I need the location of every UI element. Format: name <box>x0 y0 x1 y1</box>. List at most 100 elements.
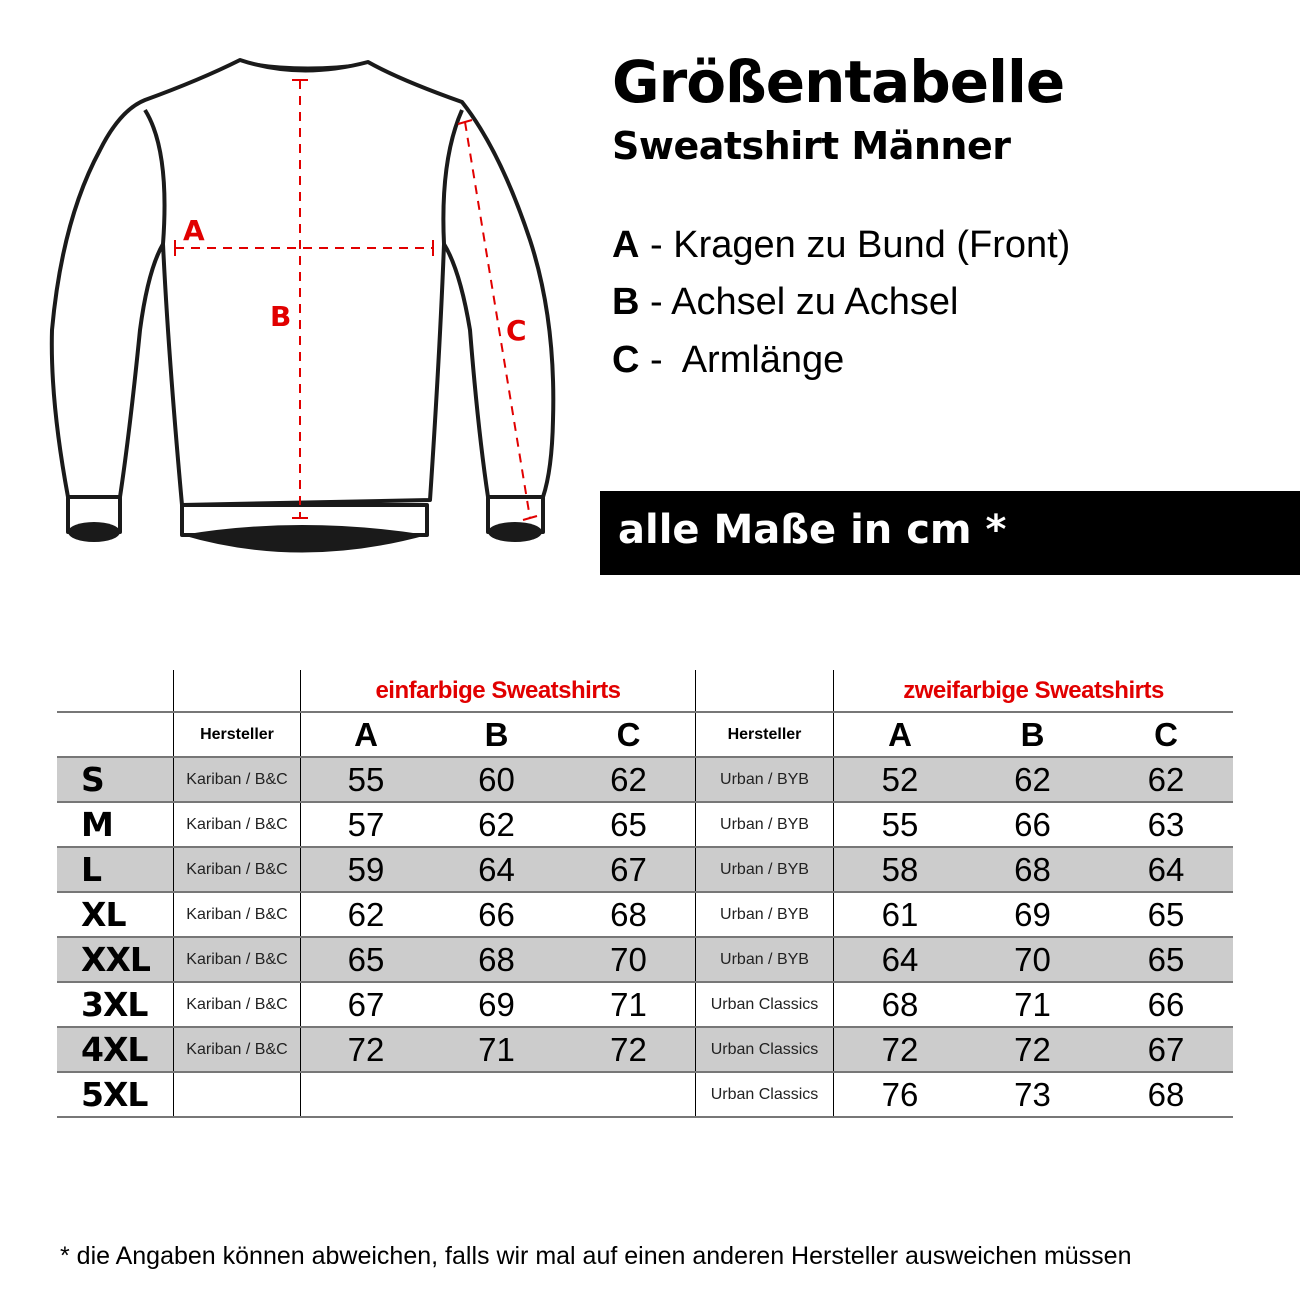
maker-cell: Kariban / B&C <box>173 983 300 1026</box>
value-b-cell: 68 <box>1014 850 1051 888</box>
value-a-cell: 61 <box>833 893 966 936</box>
table-row: 4XL Kariban / B&C 72 71 72 Urban Classics 72 72… <box>57 1028 1233 1073</box>
column-header-c: C <box>1154 715 1178 753</box>
value-a-cell: 67 <box>300 983 431 1026</box>
maker-cell: Urban / BYB <box>695 803 833 846</box>
value-a-cell: 58 <box>833 848 966 891</box>
value-b-cell: 69 <box>1014 895 1051 933</box>
maker-cell: Kariban / B&C <box>173 938 300 981</box>
label-c: C <box>506 314 527 347</box>
value-b-cell: 73 <box>1014 1075 1051 1113</box>
sweatshirt-outline <box>49 58 556 537</box>
value-c-cell: 64 <box>1147 850 1185 888</box>
legend-item-a: A - Kragen zu Bund (Front) <box>612 224 1071 266</box>
maker-cell: Urban Classics <box>695 1073 833 1116</box>
value-a-cell: 55 <box>300 758 431 801</box>
size-cell: M <box>81 805 114 844</box>
collar-shape <box>240 60 368 71</box>
units-banner: alle Maße in cm * <box>600 491 1300 575</box>
maker-cell: Urban / BYB <box>695 758 833 801</box>
maker-header: Hersteller <box>173 713 300 756</box>
value-b-cell: 66 <box>478 895 515 933</box>
measure-line-sleeve <box>464 121 531 519</box>
page-title: Größentabelle <box>612 48 1065 116</box>
table-row: 5XL Urban Classics 76 73 68 <box>57 1073 1233 1118</box>
value-c-cell <box>562 1073 695 1116</box>
table-row: XL Kariban / B&C 62 66 68 Urban / BYB 61 69 65 <box>57 893 1233 938</box>
column-header-a: A <box>300 713 431 756</box>
value-a-cell: 64 <box>833 938 966 981</box>
table-body: S Kariban / B&C 55 60 62 Urban / BYB 52 62 62 M Ka… <box>57 758 1233 1118</box>
value-b-cell: 62 <box>1014 760 1051 798</box>
value-c-cell: 72 <box>610 1030 647 1068</box>
column-header-b: B <box>484 715 509 753</box>
value-a-cell <box>300 1073 431 1116</box>
value-a-cell: 68 <box>833 983 966 1026</box>
maker-cell: Urban / BYB <box>695 938 833 981</box>
size-cell: XXL <box>81 940 151 979</box>
group-header-single: einfarbige Sweatshirts <box>300 670 695 711</box>
size-cell: XL <box>81 895 126 934</box>
label-b: B <box>270 300 291 333</box>
maker-cell: Kariban / B&C <box>173 848 300 891</box>
table-row: L Kariban / B&C 59 64 67 Urban / BYB 58 68 64 <box>57 848 1233 893</box>
value-c-cell: 66 <box>1147 985 1185 1023</box>
value-b-cell: 70 <box>1014 940 1051 978</box>
legend-text: Kragen zu Bund (Front) <box>673 224 1071 266</box>
legend-key: B <box>612 281 640 323</box>
value-a-cell: 76 <box>833 1073 966 1116</box>
table-group-header: einfarbige Sweatshirts zweifarbige Sweat… <box>57 670 1233 713</box>
value-c-cell: 67 <box>610 850 647 888</box>
legend-item-c: C - Armlänge <box>612 339 845 381</box>
table-row: S Kariban / B&C 55 60 62 Urban / BYB 52 62 62 <box>57 758 1233 803</box>
legend-text: Armlänge <box>681 339 845 381</box>
value-a-cell: 55 <box>833 803 966 846</box>
label-a: A <box>183 214 205 247</box>
size-cell: 5XL <box>81 1075 148 1114</box>
value-c-cell: 65 <box>610 805 647 843</box>
value-b-cell <box>431 1073 562 1116</box>
cuff-left-shape <box>68 522 120 542</box>
maker-cell: Kariban / B&C <box>173 893 300 936</box>
table-column-header: Hersteller A B C Hersteller A B C <box>57 713 1233 758</box>
value-b-cell: 64 <box>478 850 515 888</box>
maker-cell <box>173 1073 300 1116</box>
legend-item-b: B - Achsel zu Achsel <box>612 281 959 323</box>
value-b-cell: 62 <box>478 805 515 843</box>
value-a-cell: 52 <box>833 758 966 801</box>
maker-cell: Urban / BYB <box>695 893 833 936</box>
value-b-cell: 66 <box>1014 805 1051 843</box>
value-b-cell: 71 <box>1014 985 1051 1023</box>
maker-cell: Urban / BYB <box>695 848 833 891</box>
value-b-cell: 71 <box>478 1030 515 1068</box>
value-c-cell: 70 <box>610 940 647 978</box>
size-cell: L <box>81 850 102 889</box>
page-subtitle: Sweatshirt Männer <box>612 124 1011 168</box>
legend-text: Achsel zu Achsel <box>671 281 959 323</box>
value-a-cell: 57 <box>300 803 431 846</box>
maker-cell: Urban Classics <box>695 1028 833 1071</box>
size-table: einfarbige Sweatshirts zweifarbige Sweat… <box>57 670 1233 1118</box>
value-a-cell: 59 <box>300 848 431 891</box>
group-header-double: zweifarbige Sweatshirts <box>833 670 1233 711</box>
value-b-cell: 60 <box>478 760 515 798</box>
maker-cell: Kariban / B&C <box>173 758 300 801</box>
maker-cell: Urban Classics <box>695 983 833 1026</box>
maker-cell: Kariban / B&C <box>173 1028 300 1071</box>
table-row: 3XL Kariban / B&C 67 69 71 Urban Classics 68 71… <box>57 983 1233 1028</box>
footnote: * die Angaben können abweichen, falls wi… <box>60 1242 1132 1270</box>
value-c-cell: 71 <box>610 985 647 1023</box>
sweatshirt-diagram: A B C <box>49 58 556 553</box>
legend-key: A <box>612 224 640 266</box>
value-c-cell: 63 <box>1147 805 1185 843</box>
value-c-cell: 68 <box>610 895 647 933</box>
value-c-cell: 68 <box>1147 1075 1185 1113</box>
size-cell: 3XL <box>81 985 148 1024</box>
value-c-cell: 65 <box>1147 940 1185 978</box>
value-a-cell: 65 <box>300 938 431 981</box>
value-a-cell: 62 <box>300 893 431 936</box>
size-cell: 4XL <box>81 1030 148 1069</box>
value-c-cell: 65 <box>1147 895 1185 933</box>
cuff-right-shape <box>488 522 542 542</box>
value-c-cell: 67 <box>1147 1030 1185 1068</box>
